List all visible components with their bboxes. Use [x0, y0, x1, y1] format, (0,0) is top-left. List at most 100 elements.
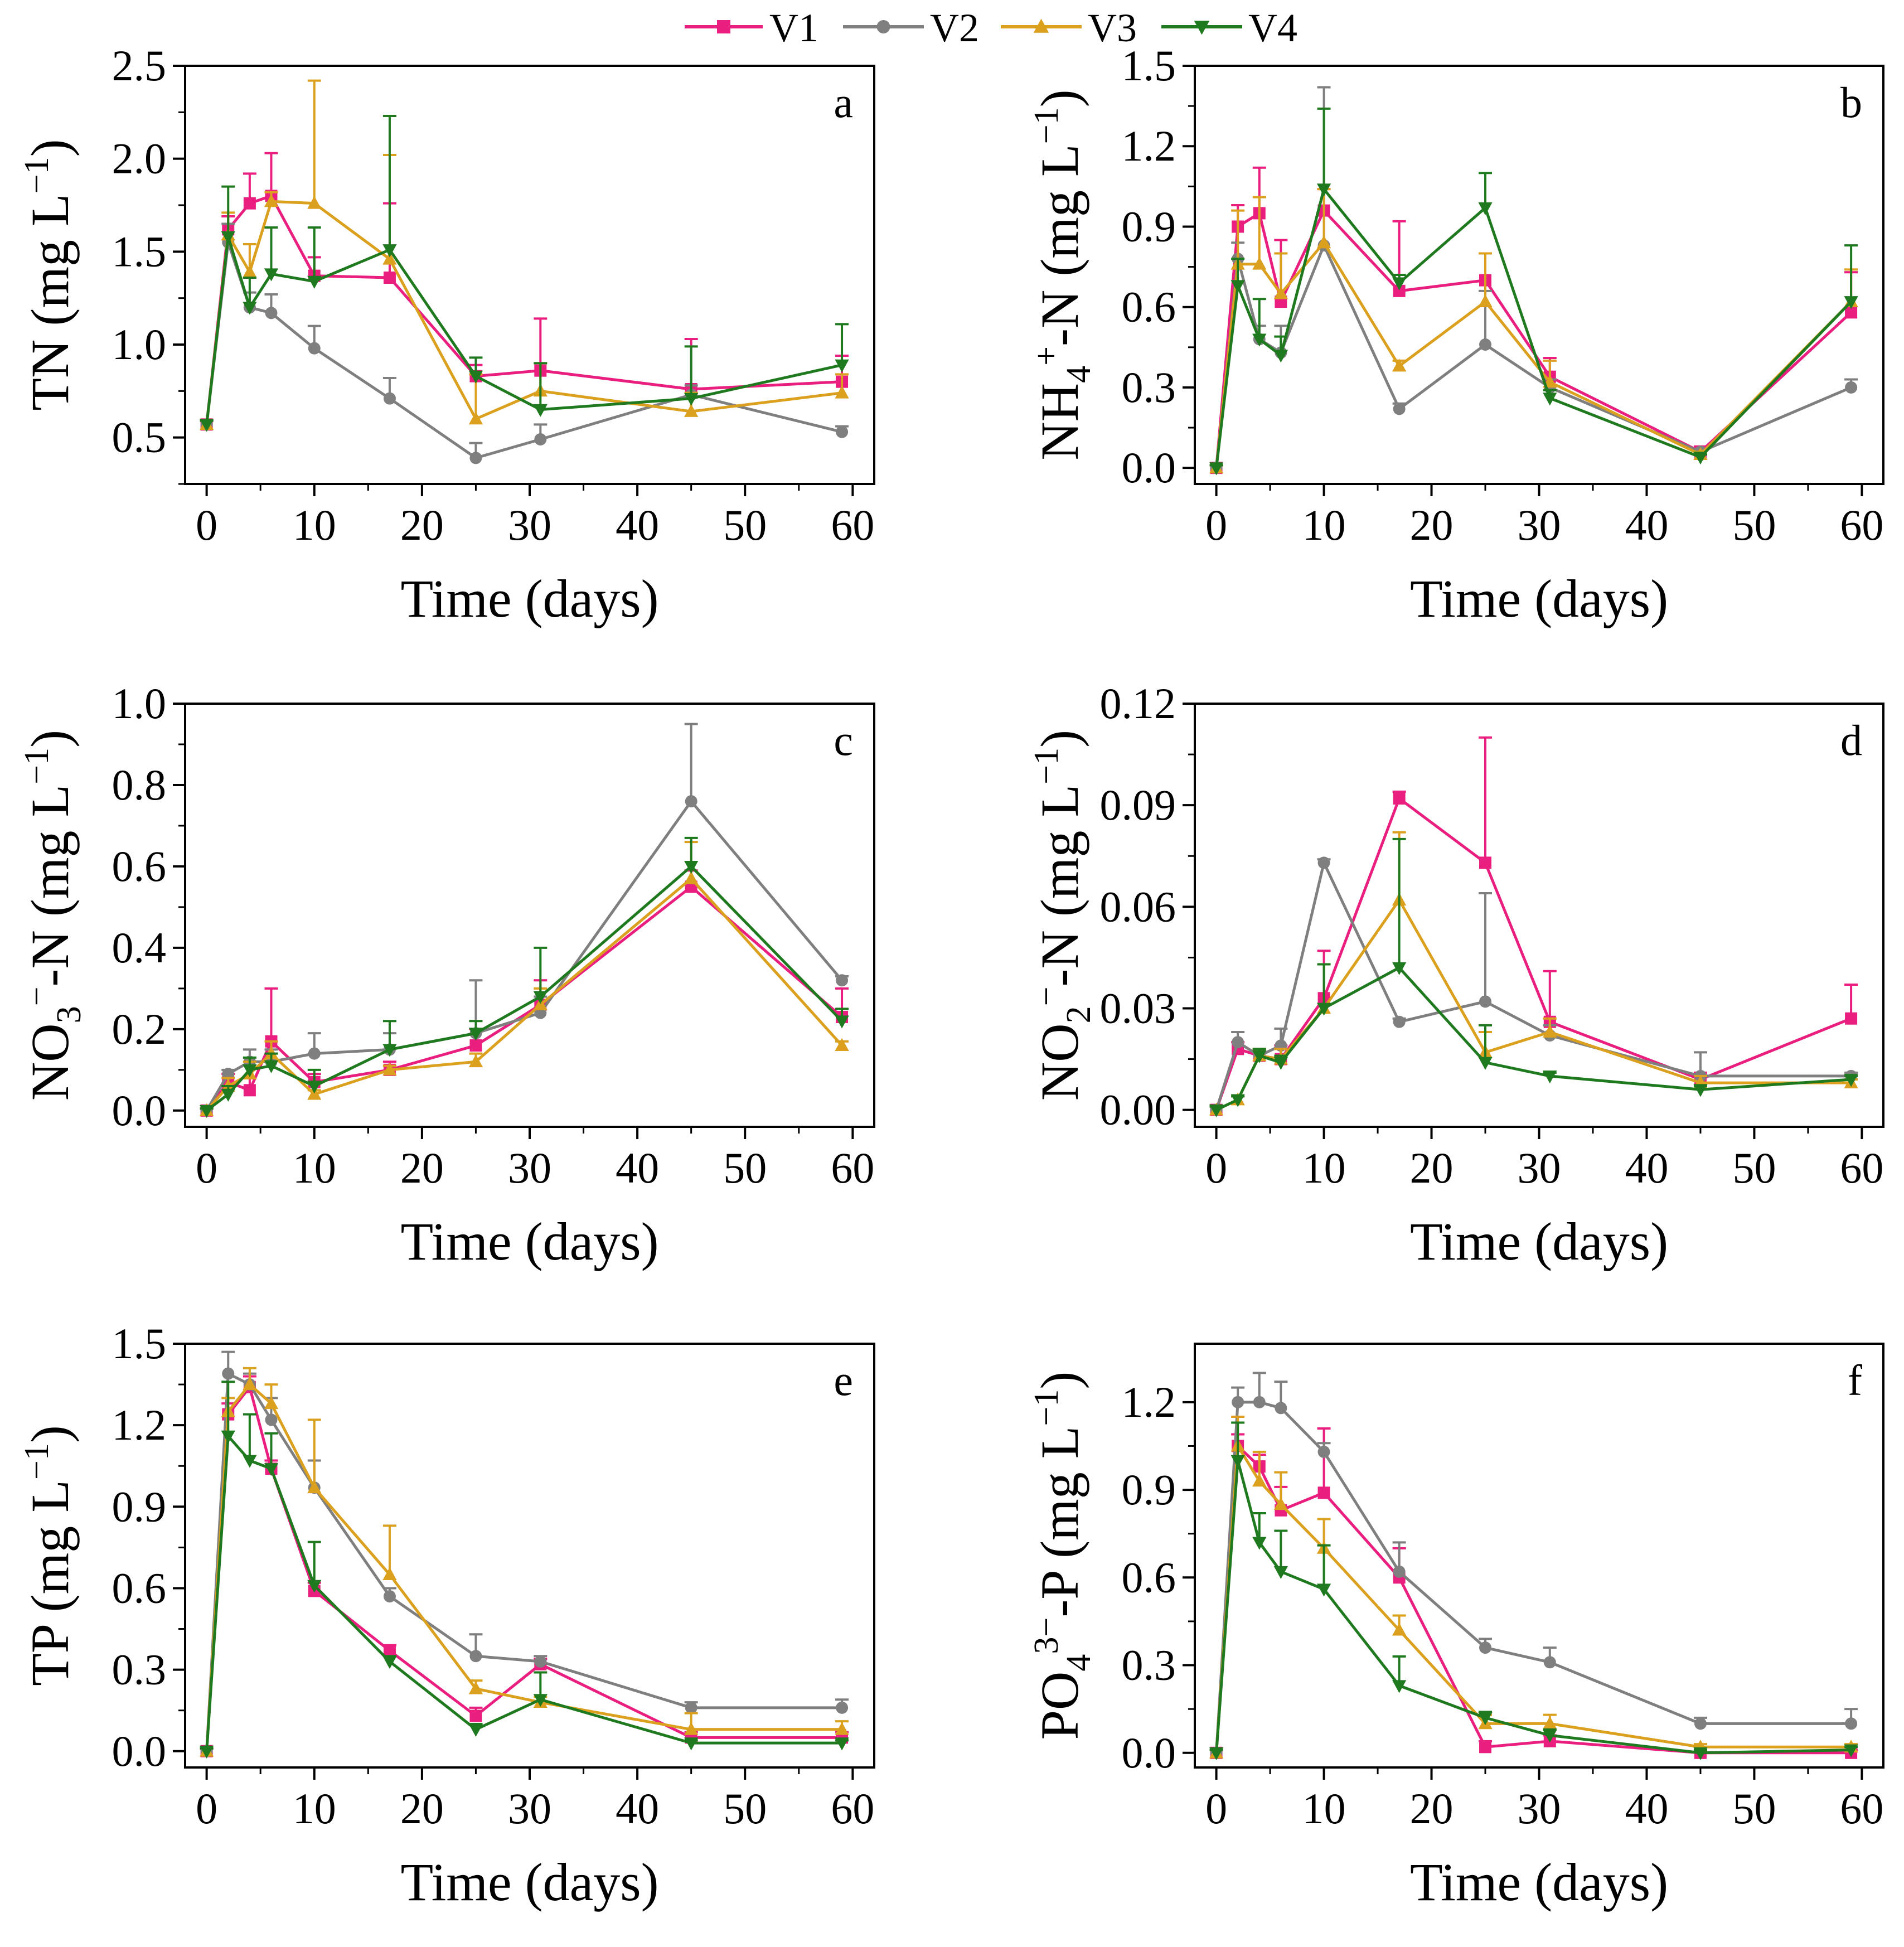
panel-b: 0 10 20 30 40 50 60 0.0 0.3 0.6 0.9 1.2 1.5 Time (day…	[1028, 41, 1884, 628]
data-point	[382, 1567, 397, 1581]
panel-letter: f	[1848, 1356, 1862, 1404]
data-point	[1543, 1024, 1557, 1038]
data-point	[199, 419, 214, 432]
series-v2	[1209, 1372, 1858, 1759]
x-tick-label: 50	[723, 1784, 767, 1833]
y-tick-label: 1.5	[112, 227, 167, 275]
data-point	[1317, 1445, 1330, 1458]
x-tick-label: 40	[616, 1144, 659, 1192]
series-line	[1215, 898, 1852, 1111]
data-point	[1252, 333, 1267, 347]
data-point	[468, 1723, 483, 1737]
series-v3	[199, 841, 849, 1116]
x-tick-label: 30	[1518, 1144, 1561, 1192]
series-line	[1215, 244, 1852, 468]
data-point	[468, 1028, 483, 1041]
data-point	[468, 1054, 483, 1068]
y-tick-label: 2.0	[112, 134, 167, 183]
x-axis-title: Time (days)	[400, 1852, 658, 1912]
series-line	[205, 235, 842, 425]
data-point	[468, 1681, 483, 1694]
x-tick-label: 10	[293, 1144, 336, 1192]
x-axis-title: Time (days)	[1410, 1852, 1668, 1912]
series-line	[1215, 1444, 1852, 1755]
data-point	[1392, 1622, 1407, 1636]
data-point	[1393, 1565, 1406, 1578]
x-tick-label: 0	[196, 1144, 217, 1192]
data-point	[264, 194, 279, 207]
y-tick-label: 1.2	[1122, 122, 1176, 170]
data-point	[1273, 350, 1288, 363]
data-point	[1316, 183, 1331, 197]
legend: V1 V2 V3 V4	[685, 6, 1297, 50]
y-tick-label: 0.00	[1100, 1086, 1176, 1134]
series-v3	[199, 1367, 849, 1757]
x-tick-label: 10	[1302, 501, 1346, 549]
data-point	[1317, 856, 1330, 869]
data-point	[1392, 962, 1407, 975]
data-point	[1693, 1084, 1708, 1097]
y-tick-label: 1.5	[1122, 41, 1176, 90]
x-tick-label: 50	[1732, 1784, 1776, 1833]
series-line	[205, 241, 842, 459]
series-v3	[1209, 1416, 1858, 1759]
x-tick-label: 50	[1732, 1144, 1776, 1192]
legend-label: V2	[930, 6, 979, 50]
y-axis-title: NO2−-N (mg L−1)	[1028, 730, 1098, 1101]
series-line	[205, 1435, 842, 1751]
y-tick-label: 0.9	[1122, 202, 1176, 250]
x-tick-label: 10	[1302, 1144, 1346, 1192]
x-tick-label: 30	[508, 1144, 551, 1192]
x-tick-label: 30	[1518, 501, 1561, 549]
data-point	[1209, 1104, 1224, 1117]
data-point	[1694, 1717, 1707, 1730]
series-v2	[1209, 86, 1858, 474]
x-axis-title: Time (days)	[1410, 1212, 1668, 1271]
x-tick-label: 20	[1410, 501, 1454, 549]
data-point	[1479, 1741, 1492, 1754]
series-line	[1215, 1459, 1852, 1755]
x-tick-label: 20	[400, 1144, 444, 1192]
legend-label: V3	[1088, 6, 1137, 50]
data-point	[382, 1062, 397, 1076]
data-point	[1393, 792, 1406, 805]
series-v4	[1209, 837, 1858, 1117]
y-tick-label: 0.0	[112, 1086, 167, 1135]
data-point	[1478, 294, 1493, 307]
y-axis-title: NH4+-N (mg L−1)	[1028, 89, 1098, 460]
data-point	[1543, 1730, 1557, 1743]
x-tick-label: 40	[1625, 1144, 1668, 1192]
x-tick-label: 20	[1410, 1144, 1454, 1192]
x-tick-label: 60	[1840, 1784, 1883, 1833]
data-point	[1478, 1712, 1493, 1726]
legend-marker-triangle-up	[1033, 18, 1049, 33]
series-line	[205, 1372, 842, 1751]
series-line	[205, 1386, 842, 1751]
data-point	[307, 1580, 322, 1593]
data-point	[468, 370, 483, 384]
y-tick-label: 0.6	[112, 1563, 167, 1612]
data-point	[836, 974, 849, 987]
x-tick-label: 30	[508, 501, 551, 549]
y-tick-label: 0.6	[1122, 283, 1176, 331]
y-tick-label: 0.0	[1122, 443, 1176, 492]
data-point	[264, 1396, 279, 1410]
series-line	[1215, 861, 1852, 1111]
y-tick-label: 0.3	[112, 1645, 167, 1694]
x-tick-label: 40	[1625, 501, 1668, 549]
data-point	[1844, 1074, 1858, 1087]
data-point	[835, 359, 849, 372]
x-tick-label: 20	[400, 1784, 444, 1833]
data-point	[1845, 381, 1858, 394]
panel-a: 0 10 20 30 40 50 60 0.5 1.0 1.5 2.0 2.5 Time (days) T…	[18, 41, 875, 628]
panel-f: 0 10 20 30 40 50 60 0.0 0.3 0.6 0.9 1.2 Time (days) P…	[1028, 1343, 1884, 1912]
panel-d: 0 10 20 30 40 50 60 0.00 0.03 0.06 0.09 0.12 Time (d…	[1028, 679, 1884, 1271]
y-tick-label: 0.12	[1100, 679, 1176, 728]
data-point	[243, 1084, 256, 1097]
x-tick-label: 60	[1840, 501, 1883, 549]
panel-letter: c	[834, 716, 853, 764]
x-axis-title: Time (days)	[400, 569, 658, 628]
x-tick-label: 0	[1205, 1144, 1227, 1192]
x-tick-label: 0	[1205, 501, 1227, 549]
legend-label: V4	[1248, 6, 1297, 50]
